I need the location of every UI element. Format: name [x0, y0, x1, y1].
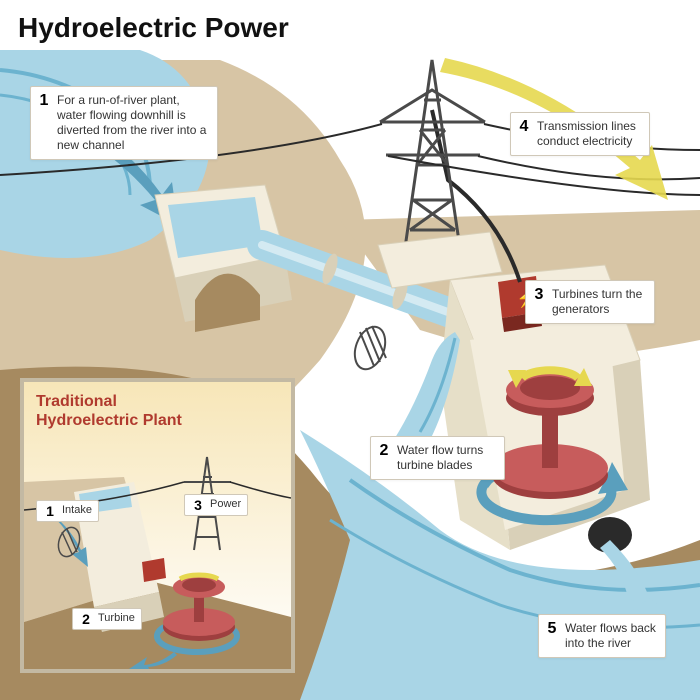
page-title: Hydroelectric Power: [18, 12, 289, 44]
callout-number: 1: [43, 504, 57, 518]
callout-number: 3: [532, 287, 546, 303]
callout-number: 5: [545, 621, 559, 637]
callout-number: 2: [79, 612, 93, 626]
callout-2: 2 Water flow turns turbine blades: [370, 436, 505, 480]
inset-callout-2: 2 Turbine: [72, 608, 142, 630]
callout-label: Water flows back into the river: [565, 621, 657, 651]
callout-label: Intake: [62, 504, 92, 518]
callout-label: Turbine: [98, 612, 135, 626]
inset-title: Traditional Hydroelectric Plant: [36, 392, 216, 430]
callout-number: 4: [517, 119, 531, 135]
callout-3: 3 Turbines turn the generators: [525, 280, 655, 324]
callout-5: 5 Water flows back into the river: [538, 614, 666, 658]
callout-number: 2: [377, 443, 391, 459]
callout-number: 1: [37, 93, 51, 109]
callout-label: For a run-of-river plant, water flowing …: [57, 93, 209, 153]
callout-4: 4 Transmission lines conduct electricity: [510, 112, 650, 156]
inset-callout-3: 3 Power: [184, 494, 248, 516]
callout-1: 1 For a run-of-river plant, water flowin…: [30, 86, 218, 160]
callout-label: Power: [210, 498, 241, 512]
callout-label: Transmission lines conduct electricity: [537, 119, 641, 149]
callout-label: Turbines turn the generators: [552, 287, 646, 317]
inset-panel: Traditional Hydroelectric Plant 1 Intake…: [20, 378, 295, 673]
callout-label: Water flow turns turbine blades: [397, 443, 496, 473]
callout-number: 3: [191, 498, 205, 512]
inset-callout-1: 1 Intake: [36, 500, 99, 522]
